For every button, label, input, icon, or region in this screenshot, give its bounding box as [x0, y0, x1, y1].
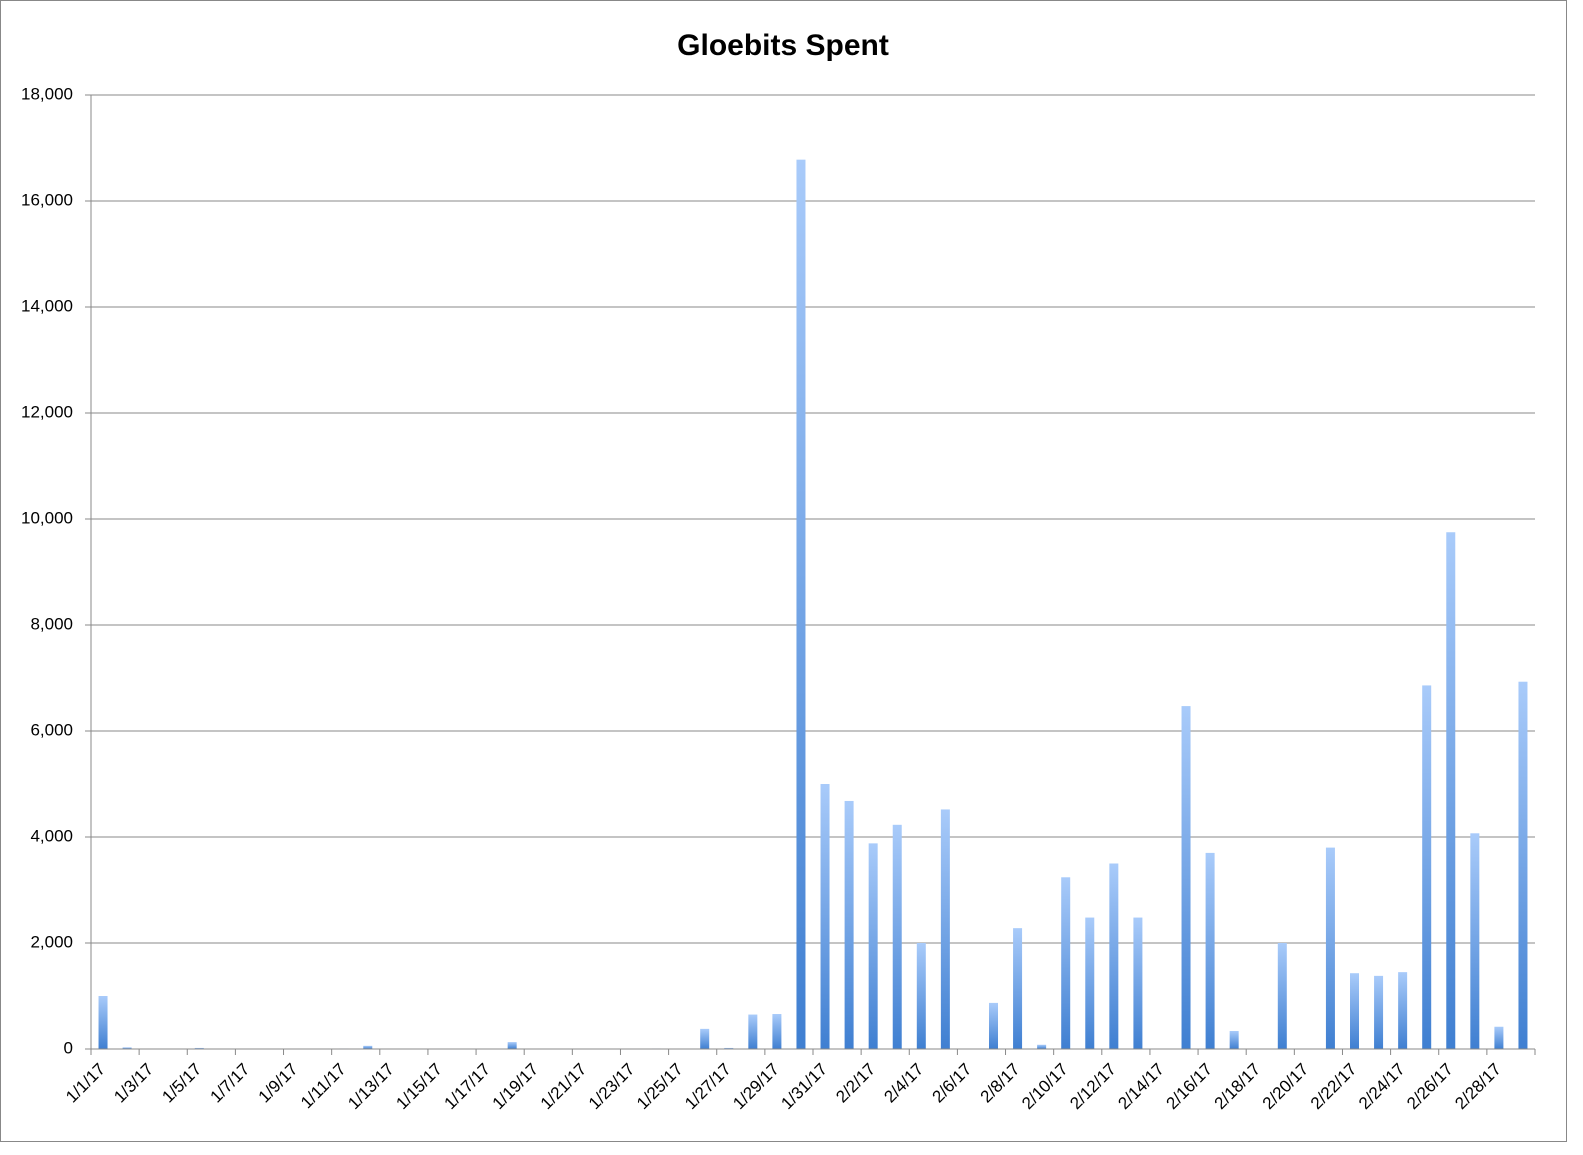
bar — [1013, 928, 1023, 1049]
bar — [1422, 685, 1432, 1049]
bar — [820, 784, 830, 1049]
bar — [1446, 532, 1456, 1049]
y-tick-label: 6,000 — [30, 720, 73, 739]
bar — [748, 1014, 758, 1049]
y-tick-label: 14,000 — [21, 296, 73, 315]
bar — [796, 159, 806, 1049]
bar — [1229, 1030, 1239, 1049]
bar — [844, 800, 854, 1049]
bar — [1494, 1026, 1504, 1049]
y-tick-label: 0 — [64, 1038, 73, 1057]
bar — [1085, 917, 1095, 1049]
y-tick-label: 8,000 — [30, 614, 73, 633]
bar — [892, 824, 902, 1049]
bar — [1325, 847, 1335, 1049]
bar — [1037, 1044, 1047, 1049]
bar — [1205, 852, 1215, 1049]
bar — [868, 843, 878, 1049]
bar — [700, 1028, 710, 1049]
y-tick-label: 18,000 — [21, 84, 73, 103]
bar — [989, 1002, 998, 1049]
frame — [0, 0, 1567, 1142]
bar — [940, 809, 950, 1049]
bar — [772, 1014, 782, 1049]
y-tick-label: 2,000 — [30, 932, 73, 951]
bar — [122, 1047, 132, 1049]
chart-title: Gloebits Spent — [677, 29, 889, 62]
y-tick-label: 12,000 — [21, 402, 73, 421]
bar — [1181, 706, 1191, 1049]
bar — [363, 1045, 373, 1049]
bar — [1398, 972, 1408, 1049]
bar — [194, 1047, 204, 1049]
bar — [1277, 943, 1287, 1049]
bar — [1109, 863, 1119, 1049]
bar — [1470, 833, 1480, 1049]
bar — [1061, 877, 1071, 1049]
bar — [507, 1042, 517, 1049]
y-tick-label: 4,000 — [30, 826, 73, 845]
y-tick-label: 10,000 — [21, 508, 73, 527]
bar — [916, 943, 926, 1049]
bar — [724, 1047, 734, 1049]
bar — [1518, 681, 1528, 1049]
y-tick-label: 16,000 — [21, 190, 73, 209]
bar — [1350, 973, 1359, 1049]
bar — [1374, 975, 1384, 1049]
bar — [1133, 917, 1143, 1049]
bar — [98, 996, 108, 1049]
